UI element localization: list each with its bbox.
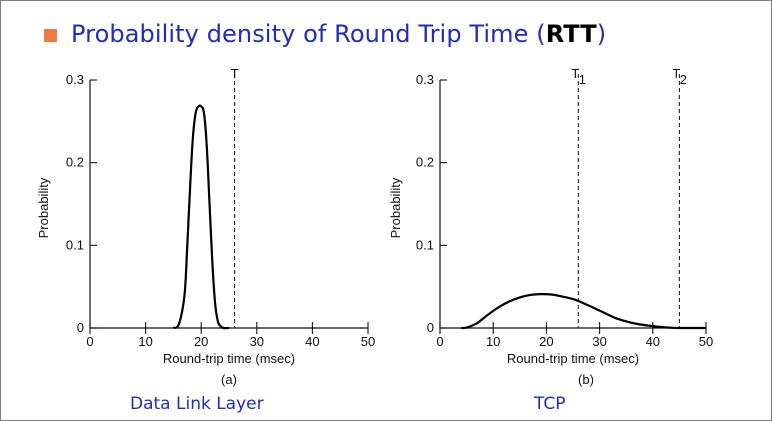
panel-b-y-tick-label: 0.3 bbox=[416, 72, 434, 87]
caption-data-link-layer: Data Link Layer bbox=[130, 394, 264, 414]
panel-a-x-tick-label: 40 bbox=[305, 334, 319, 349]
panel-b-x-tick-label: 0 bbox=[436, 334, 443, 349]
panel-b-x-tick-label: 10 bbox=[486, 334, 500, 349]
panel-a-x-axis-label: Round-trip time (msec) bbox=[163, 351, 295, 366]
panel-b-threshold-subscript-2: 2 bbox=[680, 72, 687, 87]
panel-b-density-curve-1 bbox=[461, 292, 707, 330]
panel-b-label: (b) bbox=[578, 372, 594, 387]
panel-a-x-tick-label: 10 bbox=[138, 334, 152, 349]
panel-a-label: (a) bbox=[221, 372, 237, 387]
panel-b-threshold-label-2: T bbox=[672, 66, 680, 81]
panel-a-y-tick-label: 0 bbox=[77, 320, 84, 335]
panel-a-threshold-label-1: T bbox=[231, 66, 239, 81]
panel-b-x-axis-label: Round-trip time (msec) bbox=[507, 351, 639, 366]
panel-b-x-tick-label: 40 bbox=[646, 334, 660, 349]
panel-b-threshold-label-1: T bbox=[571, 66, 579, 81]
panel-b-x-tick-label: 30 bbox=[592, 334, 606, 349]
panel-b-y-tick-label: 0 bbox=[427, 320, 434, 335]
panel-a-y-axis-label: Probability bbox=[36, 177, 51, 238]
panel-a-x-tick-label: 0 bbox=[86, 334, 93, 349]
panel-b-y-tick-label: 0.2 bbox=[416, 155, 434, 170]
title-prefix: Probability density of Round Trip Time ( bbox=[71, 20, 546, 48]
slide-title-row: Probability density of Round Trip Time (… bbox=[44, 16, 606, 52]
panel-b-y-tick-label: 0.1 bbox=[416, 237, 434, 252]
title-bold-rtt: RTT bbox=[545, 20, 597, 48]
panel-b-x-tick-label: 50 bbox=[699, 334, 713, 349]
caption-tcp: TCP bbox=[534, 394, 566, 414]
panel-a-x-tick-label: 30 bbox=[250, 334, 264, 349]
panel-a-density-curve-1 bbox=[172, 104, 230, 330]
panel-b-y-axis-label: Probability bbox=[388, 177, 403, 238]
panel-a-y-tick-label: 0.1 bbox=[66, 237, 84, 252]
panel-a-x-tick-label: 20 bbox=[194, 334, 208, 349]
title-suffix: ) bbox=[596, 20, 607, 48]
panel-b-threshold-subscript-1: 1 bbox=[579, 72, 586, 87]
panel-b-x-tick-label: 20 bbox=[539, 334, 553, 349]
panel-a-y-tick-label: 0.3 bbox=[66, 72, 84, 87]
square-bullet-icon bbox=[44, 28, 57, 42]
slide-title: Probability density of Round Trip Time (… bbox=[71, 20, 606, 48]
panel-a-y-tick-label: 0.2 bbox=[66, 155, 84, 170]
panel-a-x-tick-label: 50 bbox=[361, 334, 375, 349]
